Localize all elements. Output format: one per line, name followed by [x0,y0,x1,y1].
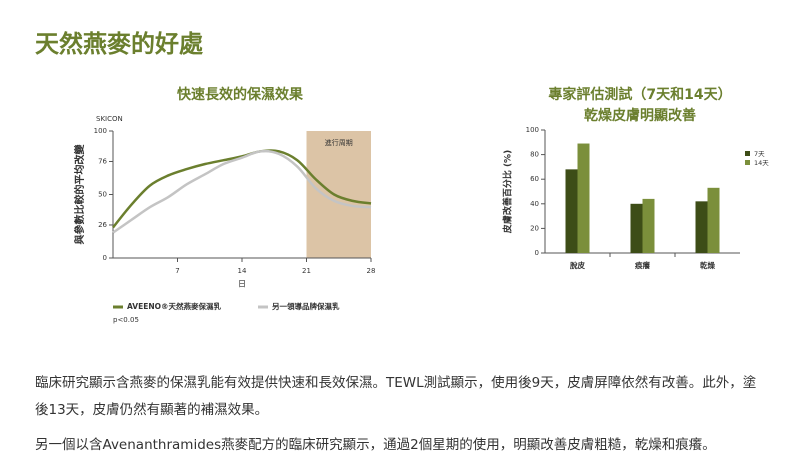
shaded-label: 進行周期 [325,138,353,147]
y-tick-label: 20 [530,224,539,232]
y-tick-label: 76 [98,157,107,165]
legend-swatch [745,160,750,165]
bar [707,187,720,253]
y-tick-label: 80 [530,151,539,159]
y-tick-label: 26 [98,221,107,229]
y-tick-label: 50 [98,191,107,199]
legend-swatch [745,151,750,156]
x-tick-label: 14 [238,267,247,275]
y-tick-label: 40 [530,200,539,208]
bar [642,198,655,253]
x-tick-label: 7 [175,267,179,275]
x-tick-label: 痕癢 [634,260,650,270]
bar [565,169,578,253]
heading: 天然燕麥的好處 [35,30,203,58]
x-tick-label: 28 [367,267,376,275]
y-axis-label: 與參數比較的平均改變 [73,144,86,245]
legend-label: 另一領導品牌保濕乳 [272,301,340,311]
note: p<0.05 [113,316,139,324]
x-tick-label: 脫皮 [570,260,585,270]
x-axis-label: 日 [238,280,246,289]
bar [577,143,590,253]
y-tick-label: 100 [94,127,107,135]
legend-label: AVEENO®天然燕麥保濕乳 [127,301,221,311]
x-tick-label: 21 [302,267,311,275]
shaded-region [306,131,371,258]
y-tick-label: 60 [530,175,539,183]
chart-title: 專家評估測試（7天和14天） [548,86,731,103]
paragraph: 臨床研究顯示含燕麥的保濕乳能有效提供快速和長效保濕。TEWL測試顯示，使用後9天… [35,375,757,418]
bar [695,201,708,253]
y-axis-label: 皮膚改善百分比 (%) [502,150,514,234]
paragraph: 另一個以含Avenanthramides燕麥配方的臨床研究顯示，通過2個星期的使… [35,437,716,453]
y-tick-label: 0 [103,254,107,262]
chart-subtitle: 乾燥皮膚明顯改善 [584,107,696,124]
y-tick-label: 100 [526,126,539,134]
legend-label: 7天 [754,150,765,158]
y-unit-label: SKICON [96,115,123,123]
x-tick-label: 乾燥 [700,260,715,270]
series-line [112,149,372,234]
bar [630,203,643,253]
legend-label: 14天 [754,159,769,167]
chart-title: 快速長效的保濕效果 [177,86,304,103]
y-tick-label: 0 [535,249,539,257]
